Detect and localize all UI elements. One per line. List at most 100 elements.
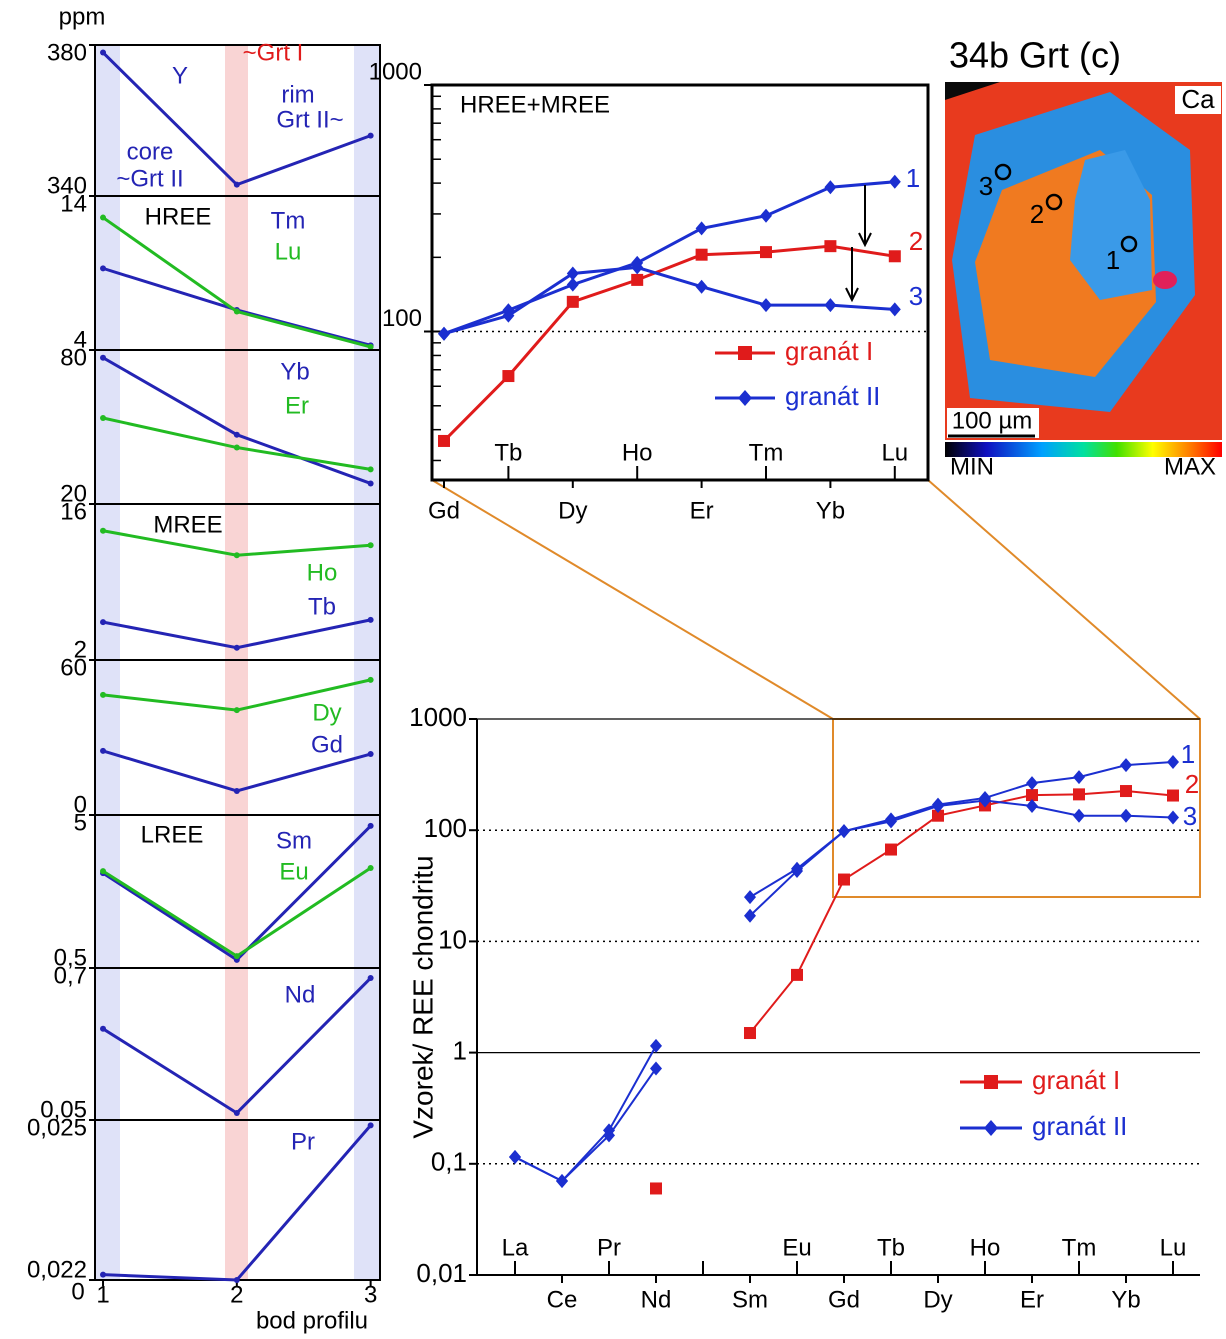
point <box>233 644 240 651</box>
map-title: 34b Grt (c) <box>949 35 1121 76</box>
point <box>233 431 240 438</box>
marker <box>838 873 850 886</box>
y-tick-label: 0,1 <box>431 1147 467 1177</box>
point <box>100 265 107 272</box>
point <box>367 822 374 829</box>
y-tick-label: 380 <box>47 39 87 66</box>
y-tick-label: 20 <box>60 480 87 507</box>
x-tick-label: Yb <box>816 497 845 524</box>
marker <box>566 266 579 281</box>
point <box>367 1122 374 1129</box>
marker <box>932 799 944 814</box>
series-line <box>749 799 1174 917</box>
zoom-connector <box>431 479 834 720</box>
x-tick-label: Tm <box>1062 1234 1097 1261</box>
y-tick-label: 1 <box>453 1035 467 1065</box>
point <box>367 975 374 982</box>
point <box>367 751 374 758</box>
x-tick-label: Eu <box>782 1234 811 1261</box>
marker <box>744 1027 756 1040</box>
point <box>100 868 107 875</box>
y-tick-label: 1000 <box>409 702 467 732</box>
y-tick-label: 4 <box>74 326 87 353</box>
line-label: 1 <box>1181 739 1195 769</box>
point <box>367 865 374 872</box>
series-name: Eu <box>279 858 308 885</box>
point <box>367 542 374 549</box>
legend-marker <box>738 390 752 406</box>
x-tick-label: Yb <box>1111 1286 1140 1313</box>
annotation: 0 <box>71 1278 84 1305</box>
point <box>233 552 240 559</box>
series-line <box>514 1067 657 1183</box>
marker <box>979 793 991 808</box>
spot-label: 3 <box>979 171 993 201</box>
marker <box>566 277 579 292</box>
x-tick-label: Sm <box>732 1286 768 1313</box>
x-tick-label: Gd <box>828 1286 860 1313</box>
legend-marker <box>738 346 752 360</box>
series-line <box>749 790 1174 1034</box>
marker <box>1026 789 1038 802</box>
marker <box>650 1182 662 1195</box>
marker <box>650 1038 662 1053</box>
series-name: Yb <box>280 358 309 385</box>
marker <box>791 863 803 878</box>
point <box>367 466 374 473</box>
legend-label: granát II <box>785 381 880 411</box>
series-name: Er <box>285 392 309 419</box>
y-tick-label: 0,5 <box>54 944 87 971</box>
marker <box>760 208 772 223</box>
marker <box>838 824 850 839</box>
marker <box>744 908 756 923</box>
line-label: 2 <box>909 226 923 256</box>
point <box>367 480 374 487</box>
ca-map: 34b Grt (c) Ca 100 µm MIN MAX 1 2 3 <box>945 35 1222 480</box>
annotation: core <box>127 138 174 165</box>
point <box>100 527 107 534</box>
point <box>100 214 107 221</box>
marker <box>1167 789 1179 802</box>
series-name: Nd <box>285 981 316 1008</box>
x-tick-label: Dy <box>558 497 587 524</box>
colorbar <box>945 442 1222 457</box>
map-spot <box>1153 271 1177 289</box>
point <box>233 181 240 188</box>
spot-label: 1 <box>1106 245 1120 275</box>
marker <box>603 1128 615 1143</box>
y-tick-label: 0,05 <box>40 1096 87 1123</box>
y-tick-label: 80 <box>60 344 87 371</box>
marker <box>566 295 579 308</box>
legend-label: granát II <box>1032 1111 1127 1141</box>
spot-circle <box>1120 235 1138 253</box>
y-tick-label: 100 <box>382 305 422 332</box>
colorbar-min: MIN <box>950 453 994 480</box>
point <box>100 619 107 626</box>
line-label: 1 <box>906 163 920 193</box>
point <box>367 676 374 683</box>
marker <box>1073 770 1085 785</box>
series-name: Pr <box>291 1128 315 1155</box>
arrow-head <box>845 287 859 303</box>
series-line <box>443 265 895 336</box>
marker <box>932 809 944 822</box>
y-axis-label: Vzorek/ REE chondritu <box>407 855 438 1138</box>
marker <box>695 279 708 294</box>
zoom-box <box>832 718 1201 898</box>
marker <box>760 298 772 313</box>
map-element: Ca <box>1181 84 1215 114</box>
marker <box>888 302 901 317</box>
marker <box>1167 810 1179 825</box>
point <box>100 1271 107 1278</box>
x-tick-label: Gd <box>428 497 460 524</box>
spot-circle <box>994 163 1012 181</box>
series-name: Sm <box>276 827 312 854</box>
series-line <box>514 1045 657 1183</box>
left-bands <box>95 45 380 1280</box>
y-tick-label: 0,025 <box>27 1114 87 1141</box>
legend-marker <box>984 1075 998 1089</box>
x-tick-label: Er <box>1020 1286 1044 1313</box>
y-tick-label: 340 <box>47 172 87 199</box>
x-tick-label: Nd <box>641 1286 672 1313</box>
spot-label: 2 <box>1030 199 1044 229</box>
